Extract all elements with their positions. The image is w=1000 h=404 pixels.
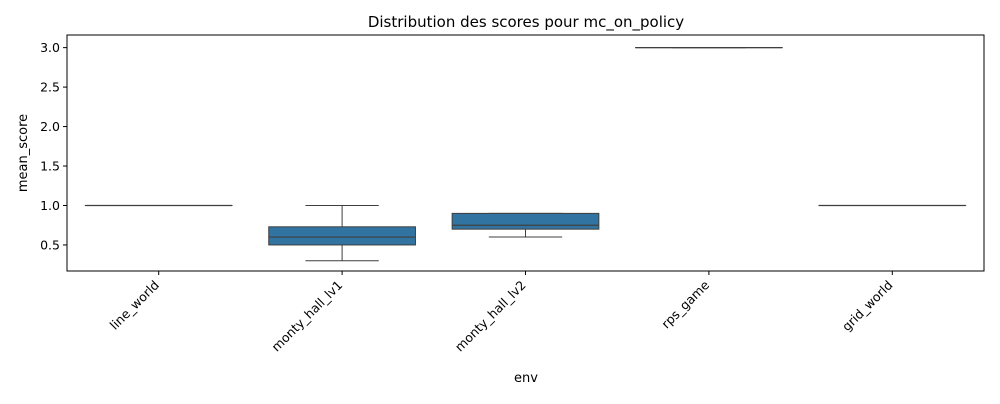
y-tick-label: 2.5 [40, 80, 60, 95]
x-tick-label: rps_game [658, 277, 712, 331]
y-tick-label: 1.0 [40, 198, 60, 213]
box-monty_hall_lv1 [269, 227, 416, 245]
x-tick-label: grid_world [839, 277, 896, 334]
x-tick-label: monty_hall_lv2 [452, 277, 529, 354]
y-axis-label: mean_score [16, 114, 31, 192]
x-tick-label: monty_hall_lv1 [268, 277, 345, 354]
y-tick-label: 1.5 [40, 159, 60, 174]
x-tick-label: line_world [107, 277, 162, 332]
y-tick-label: 0.5 [40, 237, 60, 252]
x-axis-label: env [514, 371, 538, 386]
y-tick-label: 3.0 [40, 40, 60, 55]
y-tick-label: 2.0 [40, 119, 60, 134]
box-monty_hall_lv2 [452, 213, 599, 229]
plot-area: 0.5 1.0 1.5 2.0 2.5 3.0 line_world monty_hall_l… [40, 40, 966, 354]
chart-title: Distribution des scores pour mc_on_polic… [368, 13, 684, 32]
